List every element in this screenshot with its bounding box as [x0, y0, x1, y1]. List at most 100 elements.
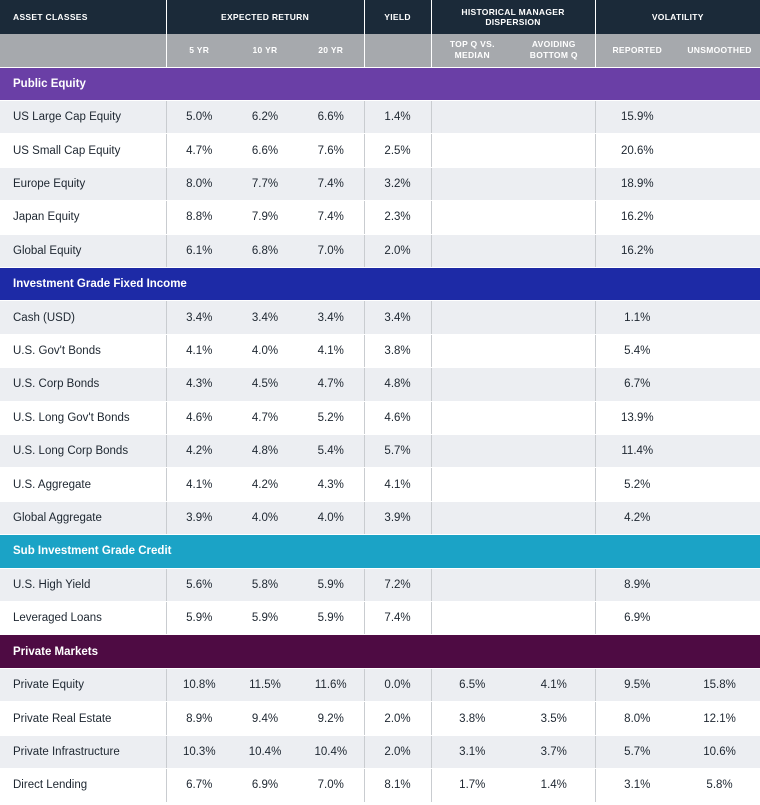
return-10yr-cell: 4.8%: [232, 434, 298, 469]
table-row: U.S. High Yield 5.6% 5.8% 5.9% 7.2% 8.9%: [0, 568, 760, 603]
asset-name-cell: Direct Lending: [0, 768, 167, 803]
subheader-5yr: 5 YR: [166, 34, 232, 67]
header-row-primary: ASSET CLASSES EXPECTED RETURN YIELD HIST…: [0, 0, 760, 34]
subheader-reported: REPORTED: [595, 34, 680, 67]
subheader-unsmoothed: UNSMOOTHED: [679, 34, 760, 67]
avoiding-bottomq-cell: [513, 434, 596, 469]
table-row: U.S. Gov't Bonds 4.1% 4.0% 4.1% 3.8% 5.4%: [0, 334, 760, 369]
return-10yr-cell: 6.2%: [232, 100, 298, 135]
yield-cell: 2.5%: [364, 133, 432, 168]
asset-name-cell: Private Equity: [0, 668, 167, 703]
return-20yr-cell: 4.3%: [298, 467, 365, 502]
return-10yr-cell: 6.8%: [232, 234, 298, 268]
reported-volatility-cell: 4.2%: [595, 501, 680, 536]
table-row: Japan Equity 8.8% 7.9% 7.4% 2.3% 16.2%: [0, 200, 760, 235]
return-5yr-cell: 4.3%: [166, 367, 232, 402]
unsmoothed-volatility-cell: [679, 434, 760, 469]
reported-volatility-cell: 8.9%: [595, 568, 680, 603]
avoiding-bottomq-cell: [513, 334, 596, 369]
topq-vs-median-cell: [431, 234, 514, 268]
unsmoothed-volatility-cell: 5.8%: [679, 768, 760, 803]
return-20yr-cell: 3.4%: [298, 300, 365, 335]
return-5yr-cell: 5.9%: [166, 601, 232, 636]
return-20yr-cell: 7.6%: [298, 133, 365, 168]
reported-volatility-cell: 3.1%: [595, 768, 680, 803]
unsmoothed-volatility-cell: 12.1%: [679, 701, 760, 736]
unsmoothed-volatility-cell: 10.6%: [679, 735, 760, 770]
table-row: Private Equity 10.8% 11.5% 11.6% 0.0% 6.5% 4.1…: [0, 668, 760, 703]
avoiding-bottomq-cell: [513, 601, 596, 636]
avoiding-bottomq-cell: [513, 234, 596, 268]
asset-name-cell: US Small Cap Equity: [0, 133, 167, 168]
unsmoothed-volatility-cell: [679, 100, 760, 135]
return-5yr-cell: 8.0%: [166, 167, 232, 202]
return-20yr-cell: 5.2%: [298, 401, 365, 436]
yield-cell: 3.4%: [364, 300, 432, 335]
unsmoothed-volatility-cell: [679, 401, 760, 436]
asset-name-cell: Global Aggregate: [0, 501, 167, 536]
avoiding-bottomq-cell: 4.1%: [513, 668, 596, 703]
section-title: Public Equity: [0, 66, 760, 101]
header-expected-return: EXPECTED RETURN: [166, 0, 365, 34]
avoiding-bottomq-cell: [513, 401, 596, 436]
return-10yr-cell: 11.5%: [232, 668, 298, 703]
return-10yr-cell: 6.9%: [232, 768, 298, 803]
return-5yr-cell: 4.1%: [166, 334, 232, 369]
reported-volatility-cell: 5.4%: [595, 334, 680, 369]
asset-name-cell: Japan Equity: [0, 200, 167, 235]
topq-vs-median-cell: [431, 334, 514, 369]
reported-volatility-cell: 6.9%: [595, 601, 680, 636]
header-yield: YIELD: [364, 0, 432, 34]
avoiding-bottomq-cell: [513, 467, 596, 502]
asset-name-cell: U.S. Long Gov't Bonds: [0, 401, 167, 436]
yield-cell: 7.2%: [364, 568, 432, 603]
return-10yr-cell: 4.5%: [232, 367, 298, 402]
return-10yr-cell: 6.6%: [232, 133, 298, 168]
return-20yr-cell: 4.0%: [298, 501, 365, 536]
header-asset-classes: ASSET CLASSES: [0, 0, 167, 34]
subheader-topq-line1: TOP Q VS.: [449, 39, 495, 50]
yield-cell: 3.9%: [364, 501, 432, 536]
reported-volatility-cell: 15.9%: [595, 100, 680, 135]
asset-name-cell: U.S. High Yield: [0, 568, 167, 603]
avoiding-bottomq-cell: [513, 133, 596, 168]
section-title: Investment Grade Fixed Income: [0, 266, 760, 302]
return-20yr-cell: 5.4%: [298, 434, 365, 469]
topq-vs-median-cell: [431, 467, 514, 502]
return-10yr-cell: 7.7%: [232, 167, 298, 202]
unsmoothed-volatility-cell: [679, 501, 760, 536]
subheader-topq-line2: MEDIAN: [454, 50, 490, 61]
return-20yr-cell: 4.7%: [298, 367, 365, 402]
asset-name-cell: U.S. Gov't Bonds: [0, 334, 167, 369]
topq-vs-median-cell: 3.8%: [431, 701, 514, 736]
table-body: Public Equity US Large Cap Equity 5.0% 6.2%…: [0, 66, 760, 803]
return-10yr-cell: 10.4%: [232, 735, 298, 770]
reported-volatility-cell: 11.4%: [595, 434, 680, 469]
reported-volatility-cell: 6.7%: [595, 367, 680, 402]
return-10yr-cell: 3.4%: [232, 300, 298, 335]
asset-name-cell: Cash (USD): [0, 300, 167, 335]
return-5yr-cell: 4.7%: [166, 133, 232, 168]
topq-vs-median-cell: 3.1%: [431, 735, 514, 770]
yield-cell: 3.2%: [364, 167, 432, 202]
header-dispersion-line2: DISPERSION: [485, 17, 541, 27]
subheader-yield-blank: [364, 34, 432, 67]
yield-cell: 2.0%: [364, 735, 432, 770]
asset-name-cell: U.S. Aggregate: [0, 467, 167, 502]
topq-vs-median-cell: [431, 167, 514, 202]
return-5yr-cell: 6.1%: [166, 234, 232, 268]
yield-cell: 2.3%: [364, 200, 432, 235]
topq-vs-median-cell: 6.5%: [431, 668, 514, 703]
avoiding-bottomq-cell: [513, 568, 596, 603]
unsmoothed-volatility-cell: [679, 133, 760, 168]
return-5yr-cell: 4.1%: [166, 467, 232, 502]
unsmoothed-volatility-cell: [679, 367, 760, 402]
reported-volatility-cell: 13.9%: [595, 401, 680, 436]
table-row: US Large Cap Equity 5.0% 6.2% 6.6% 1.4% 15.9%: [0, 100, 760, 135]
section-header-investment-grade-fixed-income: Investment Grade Fixed Income: [0, 266, 760, 302]
asset-name-cell: Global Equity: [0, 234, 167, 268]
topq-vs-median-cell: [431, 501, 514, 536]
section-header-public-equity: Public Equity: [0, 66, 760, 101]
yield-cell: 5.7%: [364, 434, 432, 469]
